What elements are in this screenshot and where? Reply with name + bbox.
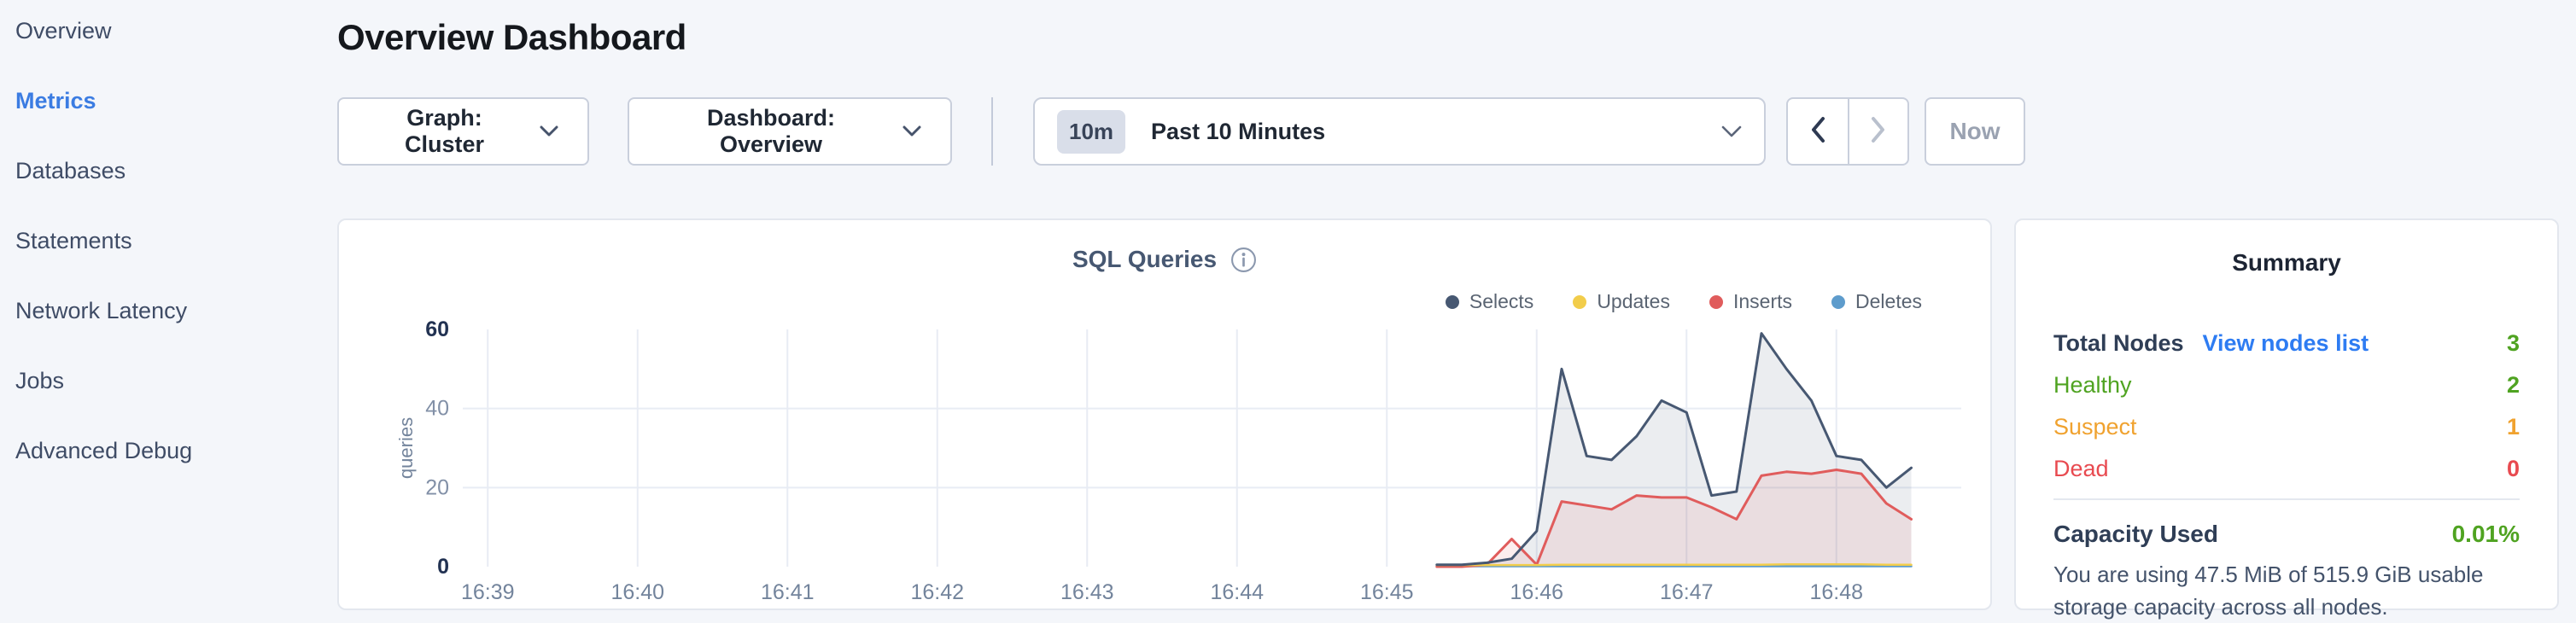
capacity-label: Capacity Used <box>2053 521 2218 547</box>
legend-item-updates: Updates <box>1573 290 1670 313</box>
sidebar-item-network-latency[interactable]: Network Latency <box>15 298 188 323</box>
legend-dot-icon <box>1831 294 1846 309</box>
svg-text:0: 0 <box>437 555 449 579</box>
summary-row-label: Suspect <box>2053 414 2137 440</box>
sidebar-item-jobs[interactable]: Jobs <box>15 368 65 393</box>
summary-row-label: Dead <box>2053 456 2109 481</box>
chevron-left-icon <box>1810 116 1825 148</box>
summary-row-suspect: Suspect 1 <box>2053 406 2520 448</box>
summary-row-label: Healthy <box>2053 372 2132 398</box>
graph-scope-dropdown-label: Graph: Cluster <box>404 105 485 157</box>
main-content: Overview Dashboard Graph: Cluster Dashbo… <box>337 0 2559 623</box>
graph-scope-dropdown[interactable]: Graph: Cluster <box>337 97 589 166</box>
sidebar-item-advanced-debug[interactable]: Advanced Debug <box>15 438 193 463</box>
time-step-forward-button[interactable] <box>1848 99 1907 164</box>
view-nodes-list-link[interactable]: View nodes list <box>2202 330 2369 356</box>
summary-row-value: 3 <box>2506 330 2520 356</box>
svg-text:16:41: 16:41 <box>761 580 815 604</box>
info-icon[interactable] <box>1230 247 1257 273</box>
legend-item-deletes: Deletes <box>1831 290 1922 313</box>
capacity-description: You are using 47.5 MiB of 515.9 GiB usab… <box>2053 562 2484 620</box>
summary-row-value: 2 <box>2506 372 2520 398</box>
legend-label: Updates <box>1597 290 1670 312</box>
sql-queries-line-chart[interactable]: 16:39 16:40 16:41 16:42 16:43 16:44 16:45 16:46… <box>399 311 1978 611</box>
legend-label: Deletes <box>1855 290 1922 312</box>
summary-row-total-nodes: Total Nodes View nodes list 3 <box>2053 323 2520 364</box>
chevron-down-icon <box>902 125 921 137</box>
svg-text:16:45: 16:45 <box>1360 580 1414 604</box>
page-title: Overview Dashboard <box>337 17 686 57</box>
svg-text:16:46: 16:46 <box>1510 580 1563 604</box>
now-button[interactable]: Now <box>1925 97 2025 166</box>
summary-row-value: 1 <box>2506 414 2520 440</box>
dashboard-dropdown[interactable]: Dashboard: Overview <box>628 97 952 166</box>
svg-text:40: 40 <box>425 397 449 421</box>
legend-item-selects: Selects <box>1445 290 1534 313</box>
sidebar-item-statements[interactable]: Statements <box>15 228 132 253</box>
time-step-buttons <box>1786 97 1909 166</box>
legend-label: Selects <box>1469 290 1534 312</box>
legend-dot-icon <box>1709 294 1723 309</box>
chevron-right-icon <box>1871 116 1886 148</box>
chevron-down-icon <box>540 125 558 137</box>
chevron-down-icon <box>1721 125 1742 138</box>
summary-rows: Total Nodes View nodes list 3 Healthy 2 Suspe… <box>2053 323 2520 490</box>
capacity-header: Capacity Used 0.01% <box>2053 521 2520 548</box>
summary-row-healthy: Healthy 2 <box>2053 364 2520 406</box>
sidebar-nav-list: Overview Metrics Databases Statements Networ… <box>0 0 337 498</box>
legend-dot-icon <box>1445 294 1459 309</box>
summary-row-value: 0 <box>2506 456 2520 481</box>
dashboard-dropdown-label: Dashboard: Overview <box>706 105 836 157</box>
time-range-badge: 10m <box>1057 109 1126 154</box>
svg-text:60: 60 <box>425 317 449 341</box>
time-range-selector[interactable]: 10m Past 10 Minutes <box>1033 97 1766 166</box>
chart-title: SQL Queries <box>1072 246 1218 272</box>
sidebar: Overview Metrics Databases Statements Networ… <box>0 0 337 623</box>
sidebar-item-metrics[interactable]: Metrics <box>15 88 96 114</box>
svg-text:16:44: 16:44 <box>1210 580 1264 604</box>
summary-row-dead: Dead 0 <box>2053 448 2520 490</box>
dashboard-content-row: SQL Queries Selects Updates Inserts Deletes… <box>337 218 2559 620</box>
legend-dot-icon <box>1573 294 1587 309</box>
capacity-section: Capacity Used 0.01% You are using 47.5 M… <box>2053 498 2520 623</box>
controls-bar: Graph: Cluster Dashboard: Overview 10m P… <box>337 97 2025 166</box>
sidebar-item-overview[interactable]: Overview <box>15 18 112 44</box>
time-step-back-button[interactable] <box>1788 99 1848 164</box>
svg-text:queries: queries <box>399 417 417 479</box>
chart-legend: Selects Updates Inserts Deletes <box>1445 290 1922 313</box>
svg-text:16:42: 16:42 <box>910 580 964 604</box>
capacity-value: 0.01% <box>2451 521 2520 547</box>
svg-text:16:48: 16:48 <box>1809 580 1863 604</box>
sql-queries-chart-card: SQL Queries Selects Updates Inserts Deletes… <box>337 218 1992 610</box>
svg-text:16:40: 16:40 <box>610 580 664 604</box>
chart-header: SQL Queries <box>339 246 1990 273</box>
summary-title: Summary <box>2232 249 2341 276</box>
sidebar-item-databases[interactable]: Databases <box>15 158 126 183</box>
svg-text:16:47: 16:47 <box>1660 580 1714 604</box>
summary-panel: Summary Total Nodes View nodes list 3 Healt… <box>2014 218 2559 620</box>
svg-text:16:39: 16:39 <box>461 580 515 604</box>
legend-label: Inserts <box>1732 290 1793 312</box>
controls-divider <box>991 97 993 166</box>
svg-text:16:43: 16:43 <box>1060 580 1114 604</box>
summary-row-label: Total Nodes <box>2053 330 2184 356</box>
legend-item-inserts: Inserts <box>1709 290 1792 313</box>
svg-text:20: 20 <box>425 475 449 499</box>
time-range-label: Past 10 Minutes <box>1151 118 1326 144</box>
